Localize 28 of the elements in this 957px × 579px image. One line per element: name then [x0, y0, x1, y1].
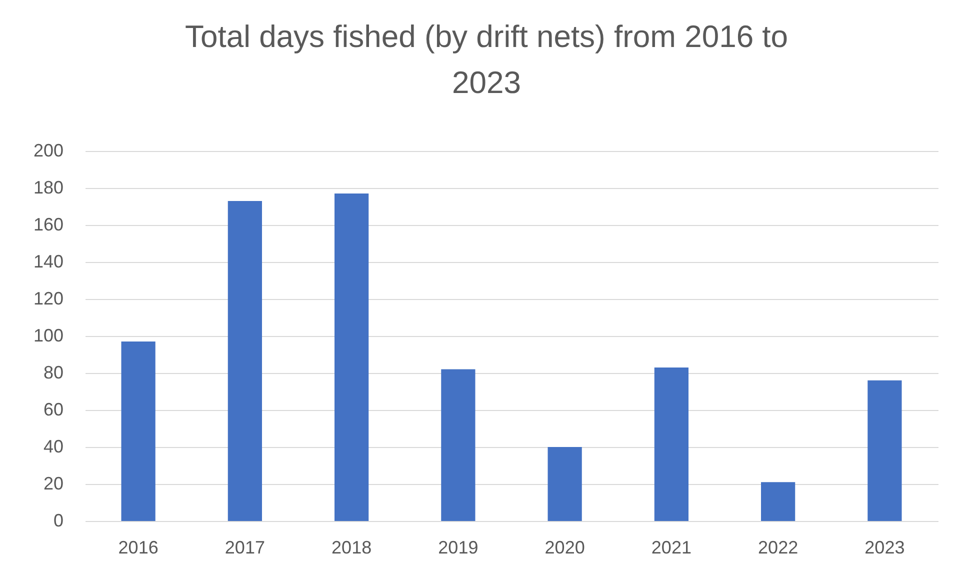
y-tick-label: 160	[33, 214, 64, 234]
y-tick-label: 180	[33, 178, 64, 198]
y-tick-label: 120	[33, 288, 64, 308]
y-tick-label: 100	[33, 326, 64, 346]
x-tick-label: 2021	[651, 538, 692, 558]
y-tick-label: 140	[33, 252, 64, 272]
bar	[121, 342, 156, 521]
y-tick-label: 200	[33, 140, 64, 160]
y-tick-label: 80	[43, 362, 64, 382]
bar	[654, 367, 688, 521]
y-tick-label: 0	[53, 510, 64, 530]
x-tick-label: 2018	[332, 538, 372, 558]
x-tick-label: 2020	[544, 538, 585, 558]
y-tick-label: 60	[43, 400, 64, 420]
x-tick-label: 2017	[224, 538, 265, 558]
x-tick-label: 2016	[118, 538, 158, 558]
bar	[441, 369, 476, 521]
x-tick-label: 2023	[864, 538, 905, 558]
y-tick-label: 20	[43, 474, 64, 494]
chart-title: Total days fished (by drift nets) from 2016 to 2023	[184, 19, 788, 100]
y-tick-label: 40	[43, 436, 64, 456]
bar	[334, 194, 369, 521]
x-tick-label: 2022	[758, 538, 798, 558]
bar	[761, 482, 796, 521]
bar	[868, 380, 902, 521]
x-tick-label: 2019	[438, 538, 478, 558]
bar	[548, 447, 582, 521]
bar	[228, 200, 262, 521]
